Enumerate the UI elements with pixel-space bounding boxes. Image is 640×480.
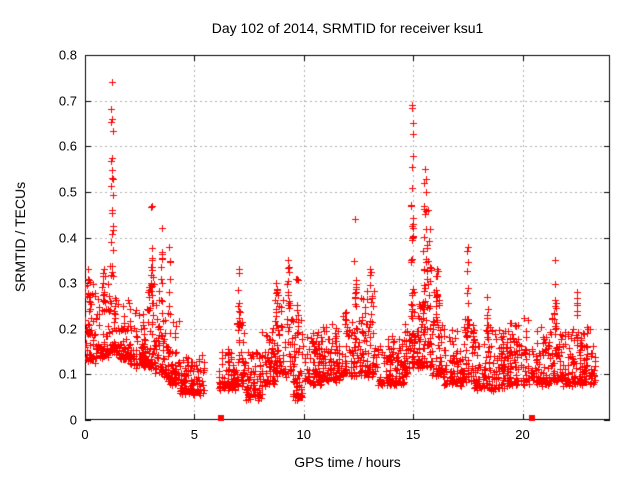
y-tick-label: 0.2 [58, 321, 77, 337]
x-tick-label: 0 [81, 427, 89, 442]
y-tick-label: 0.7 [58, 93, 77, 109]
x-tick-label: 10 [296, 427, 311, 442]
chart-title: Day 102 of 2014, SRMTID for receiver ksu… [211, 20, 484, 36]
x-tick-label: 20 [515, 427, 530, 442]
y-tick-label: 0.6 [58, 138, 77, 154]
y-axis-label: SRMTID / TECUs [12, 181, 28, 293]
y-tick-label: 0.4 [58, 230, 77, 245]
y-tick-label: 0.8 [58, 47, 77, 63]
y-tick-label: 0.1 [58, 366, 77, 382]
x-tick-label: 5 [190, 427, 198, 442]
x-axis-label: GPS time / hours [294, 454, 401, 470]
y-tick-label: 0.3 [58, 275, 77, 291]
y-tick-label: 0.5 [58, 184, 77, 200]
y-tick-label: 0 [69, 412, 77, 428]
x-tick-label: 15 [405, 427, 421, 442]
